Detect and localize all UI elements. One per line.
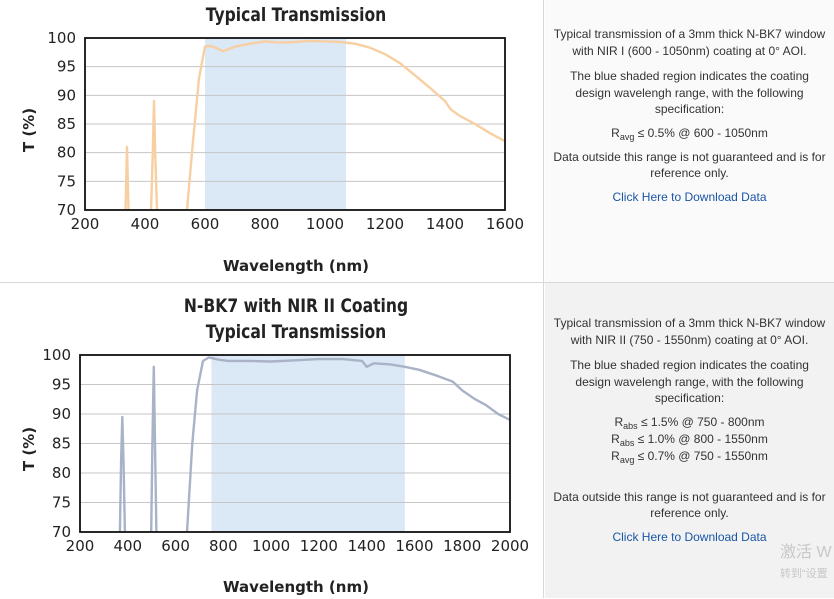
- y-tick-label: 80: [52, 464, 71, 482]
- x-axis-label: Wavelength (nm): [223, 578, 369, 596]
- description-text: Typical transmission of a 3mm thick N-BK…: [553, 27, 826, 58]
- description-text: Typical transmission of a 3mm thick N-BK…: [553, 316, 826, 347]
- x-tick-label: 400: [131, 215, 160, 233]
- chart-cell-nir2: N-BK7 with NIR II Coating Typical Transm…: [0, 283, 544, 598]
- plot-frame: [79, 354, 511, 533]
- y-tick-label: 75: [57, 172, 76, 190]
- chart-cell-nir1: Typical Transmission 200 400 600 800 1000 120…: [0, 0, 544, 282]
- y-tick-label: 80: [57, 144, 76, 162]
- chart-row-nir1: Typical Transmission 200 400 600 800 1000 120…: [0, 0, 834, 282]
- y-tick-label: 75: [52, 494, 71, 512]
- series-group: [118, 356, 510, 532]
- y-tick-label: 95: [57, 58, 76, 76]
- description-text: The blue shaded region indicates the coa…: [570, 69, 809, 116]
- y-tick-label: 100: [42, 346, 71, 364]
- transmission-line: [149, 99, 159, 210]
- activation-watermark: 激活 W: [780, 544, 832, 561]
- y-tick-label: 85: [57, 115, 76, 133]
- x-tick-label: 1400: [348, 537, 386, 555]
- description-cell-nir2: Typical transmission of a 3mm thick N-BK…: [545, 283, 834, 598]
- transmission-chart-nir1: Typical Transmission 200 400 600 800 1000 120…: [20, 5, 524, 275]
- plot-frame: [84, 37, 506, 211]
- y-tick-label: 70: [52, 523, 71, 541]
- specification-line: Rabs ≤ 1.5% @ 750 - 800nm: [614, 414, 765, 431]
- y-tick-label: 100: [47, 29, 76, 47]
- y-tick-label: 70: [57, 201, 76, 219]
- description-text: The blue shaded region indicates the coa…: [570, 358, 809, 405]
- transmission-line: [118, 415, 127, 532]
- x-tick-label: 800: [251, 215, 280, 233]
- specification-line: Ravg ≤ 0.7% @ 750 - 1550nm: [611, 448, 768, 465]
- transmission-line: [150, 365, 158, 532]
- x-tick-label: 800: [209, 537, 238, 555]
- x-tick-label: 1000: [252, 537, 290, 555]
- x-tick-label: 200: [66, 537, 95, 555]
- description-cell-nir1: Typical transmission of a 3mm thick N-BK…: [545, 0, 834, 282]
- disclaimer-text: Data outside this range is not guarantee…: [553, 489, 826, 521]
- chart-title-line2: Typical Transmission: [206, 322, 387, 344]
- x-tick-label: 1600: [486, 215, 524, 233]
- x-tick-label: 1000: [306, 215, 344, 233]
- x-tick-label: 200: [71, 215, 100, 233]
- download-data-link[interactable]: Click Here to Download Data: [612, 529, 767, 544]
- y-tick-label: 90: [52, 405, 71, 423]
- chart-title: Typical Transmission: [206, 5, 387, 27]
- y-tick-label: 90: [57, 86, 76, 104]
- download-data-link[interactable]: Click Here to Download Data: [612, 189, 767, 204]
- y-axis-label: T (%): [20, 427, 38, 471]
- description-block: Typical transmission of a 3mm thick N-BK…: [545, 315, 834, 545]
- transmission-line: [185, 356, 510, 532]
- description-block: Typical transmission of a 3mm thick N-BK…: [545, 26, 834, 205]
- x-tick-label: 600: [191, 215, 220, 233]
- chart-row-nir2: N-BK7 with NIR II Coating Typical Transm…: [0, 282, 834, 598]
- y-tick-label: 85: [52, 435, 71, 453]
- x-tick-label: 1200: [300, 537, 338, 555]
- activation-watermark-sub: 转到“设置: [780, 568, 828, 580]
- y-axis-label: T (%): [20, 108, 38, 152]
- x-axis-label: Wavelength (nm): [223, 257, 369, 275]
- transmission-line: [185, 39, 505, 210]
- disclaimer-text: Data outside this range is not guarantee…: [553, 149, 826, 181]
- x-tick-label: 1800: [443, 537, 481, 555]
- x-tick-label: 400: [113, 537, 142, 555]
- x-tick-label: 1200: [366, 215, 404, 233]
- series-group: [124, 39, 505, 210]
- specification-line: Rabs ≤ 1.0% @ 800 - 1550nm: [611, 431, 768, 448]
- transmission-chart-nir2: N-BK7 with NIR II Coating Typical Transm…: [20, 296, 529, 596]
- x-tick-label: 2000: [491, 537, 529, 555]
- specification-line: Ravg ≤ 0.5% @ 600 - 1050nm: [611, 125, 768, 142]
- x-tick-label: 600: [161, 537, 190, 555]
- x-tick-label: 1600: [395, 537, 433, 555]
- x-tick-label: 1400: [426, 215, 464, 233]
- y-tick-label: 95: [52, 376, 71, 394]
- transmission-line: [124, 145, 130, 210]
- chart-title-line1: N-BK7 with NIR II Coating: [184, 296, 408, 318]
